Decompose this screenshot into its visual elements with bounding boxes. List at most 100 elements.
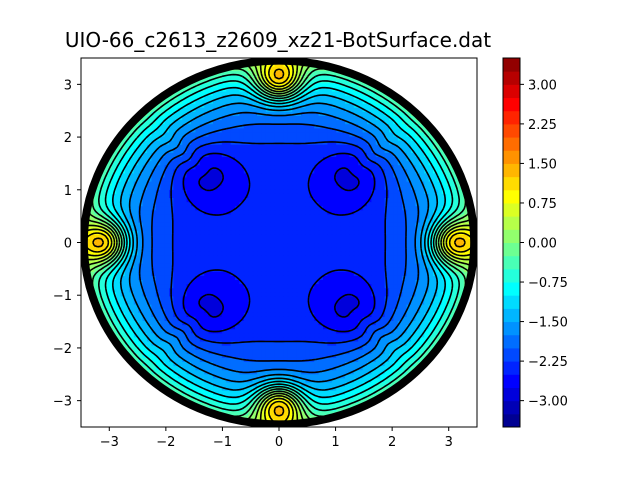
contour-cell [331,373,337,379]
contour-cell [164,254,170,260]
contour-cell [406,152,412,157]
contour-cell [441,164,447,170]
contour-cell [252,410,258,416]
contour-cell [349,332,355,338]
contour-cell [208,308,214,313]
contour-cell [309,271,315,276]
contour-cell [195,275,201,280]
contour-cell [265,213,271,219]
contour-cell [151,283,157,289]
contour-cell [243,263,249,268]
contour-cell [274,168,280,174]
contour-cell [367,357,372,362]
contour-cell [305,209,311,215]
contour-cell [116,205,122,211]
contour-cell [261,213,267,219]
contour-cell [125,308,130,313]
contour-cell [367,258,372,264]
contour-cell [397,205,403,211]
contour-cell [428,258,434,264]
contour-cell [296,353,302,358]
contour-cell [138,185,144,190]
contour-cell [274,267,280,272]
contour-cell [380,222,386,227]
contour-cell [186,226,192,231]
contour-cell [169,258,174,264]
contour-cell [336,299,342,305]
contour-cell [318,312,324,317]
contour-cell [138,176,144,182]
contour-cell [340,185,346,190]
contour-cell [186,230,192,235]
contour-cell [411,312,416,317]
contour-cell [173,181,179,186]
contour-cell [252,152,258,157]
contour-cell [309,160,315,166]
contour-cell [349,287,355,293]
contour-cell [208,365,214,371]
contour-cell [406,189,412,194]
contour-cell [230,365,236,371]
contour-cell [151,299,157,305]
contour-cell [349,336,355,342]
contour-cell [437,242,443,248]
contour-cell [217,377,223,383]
contour-cell [169,365,174,371]
contour-cell [318,246,324,252]
contour-cell [314,340,320,346]
contour-cell [393,164,399,170]
contour-cell [151,226,157,231]
contour-cell [314,152,320,157]
contour-cell [155,332,161,338]
contour-cell [389,267,394,272]
contour-cell [230,209,236,215]
contour-cell [270,328,276,334]
contour-cell [433,308,438,313]
contour-cell [384,234,390,239]
contour-cell [274,246,280,252]
contour-cell [384,172,390,178]
contour-cell [309,320,315,326]
contour-cell [169,213,174,219]
contour-cell [151,349,157,354]
contour-cell [261,345,267,350]
contour-cell [327,226,333,231]
contour-cell [323,254,328,260]
contour-cell [274,189,280,194]
contour-cell [309,279,315,285]
contour-cell [111,246,117,252]
contour-cell [402,295,408,301]
contour-cell [305,336,311,342]
contour-cell [287,406,293,412]
contour-cell [125,172,130,178]
contour-cell [314,267,320,272]
contour-cell [199,398,205,403]
contour-cell [103,299,108,305]
contour-cell [261,230,267,235]
contour-cell [287,254,293,260]
contour-cell [182,205,188,211]
contour-cell [173,304,179,309]
contour-cell [151,308,157,313]
contour-cell [213,152,218,157]
contour-cell [248,234,254,239]
contour-cell [177,156,183,162]
contour-cell [327,275,333,280]
contour-cell [279,205,284,211]
contour-cell [155,230,161,235]
contour-cell [142,299,148,305]
contour-cell [252,332,258,338]
contour-cell [265,353,271,358]
contour-cell [314,320,320,326]
contour-cell [375,390,381,395]
contour-cell [133,340,139,346]
contour-cell [191,172,196,178]
contour-cell [243,201,249,207]
contour-cell [292,275,298,280]
contour-cell [397,357,403,362]
contour-cell [199,148,205,153]
contour-cell [147,349,152,354]
contour-cell [305,160,311,166]
contour-cell [186,234,192,239]
contour-cell [138,164,144,170]
